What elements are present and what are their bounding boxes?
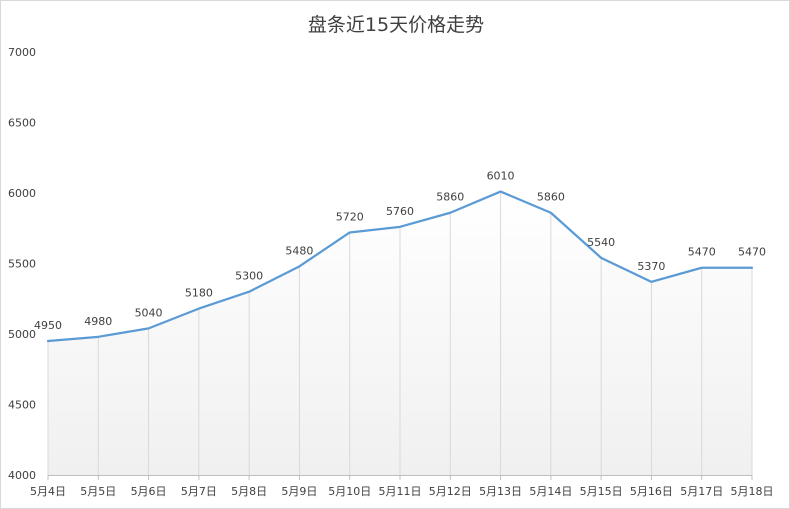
data-label-10: 6010: [487, 170, 515, 183]
x-tick-label-15: 5月18日: [731, 485, 774, 498]
y-tick-label-6000: 6000: [8, 187, 36, 200]
x-tick-label-9: 5月12日: [429, 485, 472, 498]
x-tick-label-11: 5月14日: [529, 485, 572, 498]
data-label-11: 5860: [537, 191, 565, 204]
x-tick-label-13: 5月16日: [630, 485, 673, 498]
y-tick-label-6500: 6500: [8, 117, 36, 130]
y-tick-label-5500: 5500: [8, 258, 36, 271]
data-label-4: 5180: [185, 287, 213, 300]
x-tick-label-2: 5月5日: [80, 485, 116, 498]
series-line: [46, 190, 754, 343]
data-label-1: 4950: [34, 319, 62, 332]
x-tick-label-7: 5月10日: [328, 485, 371, 498]
data-label-9: 5860: [436, 191, 464, 204]
data-label-7: 5720: [336, 210, 364, 223]
x-tick-label-1: 5月4日: [30, 485, 66, 498]
x-tick-label-14: 5月17日: [680, 485, 723, 498]
y-tick-label-4000: 4000: [8, 469, 36, 482]
x-tick-label-12: 5月15日: [580, 485, 623, 498]
data-label-3: 5040: [135, 306, 163, 319]
x-tick-label-8: 5月11日: [379, 485, 422, 498]
y-tick-label-7000: 7000: [8, 46, 36, 59]
data-label-2: 4980: [84, 315, 112, 328]
data-label-5: 5300: [235, 270, 263, 283]
data-label-14: 5470: [688, 246, 716, 259]
data-label-6: 5480: [285, 244, 313, 257]
data-label-12: 5540: [587, 236, 615, 249]
data-label-15: 5470: [738, 246, 766, 259]
y-tick-label-5000: 5000: [8, 328, 36, 341]
chart-title: 盘条近15天价格走势: [307, 14, 485, 36]
x-tick-label-5: 5月8日: [231, 485, 267, 498]
x-tick-label-4: 5月7日: [181, 485, 217, 498]
data-label-13: 5370: [637, 260, 665, 273]
x-tick-label-3: 5月6日: [131, 485, 167, 498]
x-tick-label-10: 5月13日: [479, 485, 522, 498]
x-tick-label-6: 5月9日: [281, 485, 317, 498]
data-label-8: 5760: [386, 205, 414, 218]
y-tick-label-4500: 4500: [8, 399, 36, 412]
